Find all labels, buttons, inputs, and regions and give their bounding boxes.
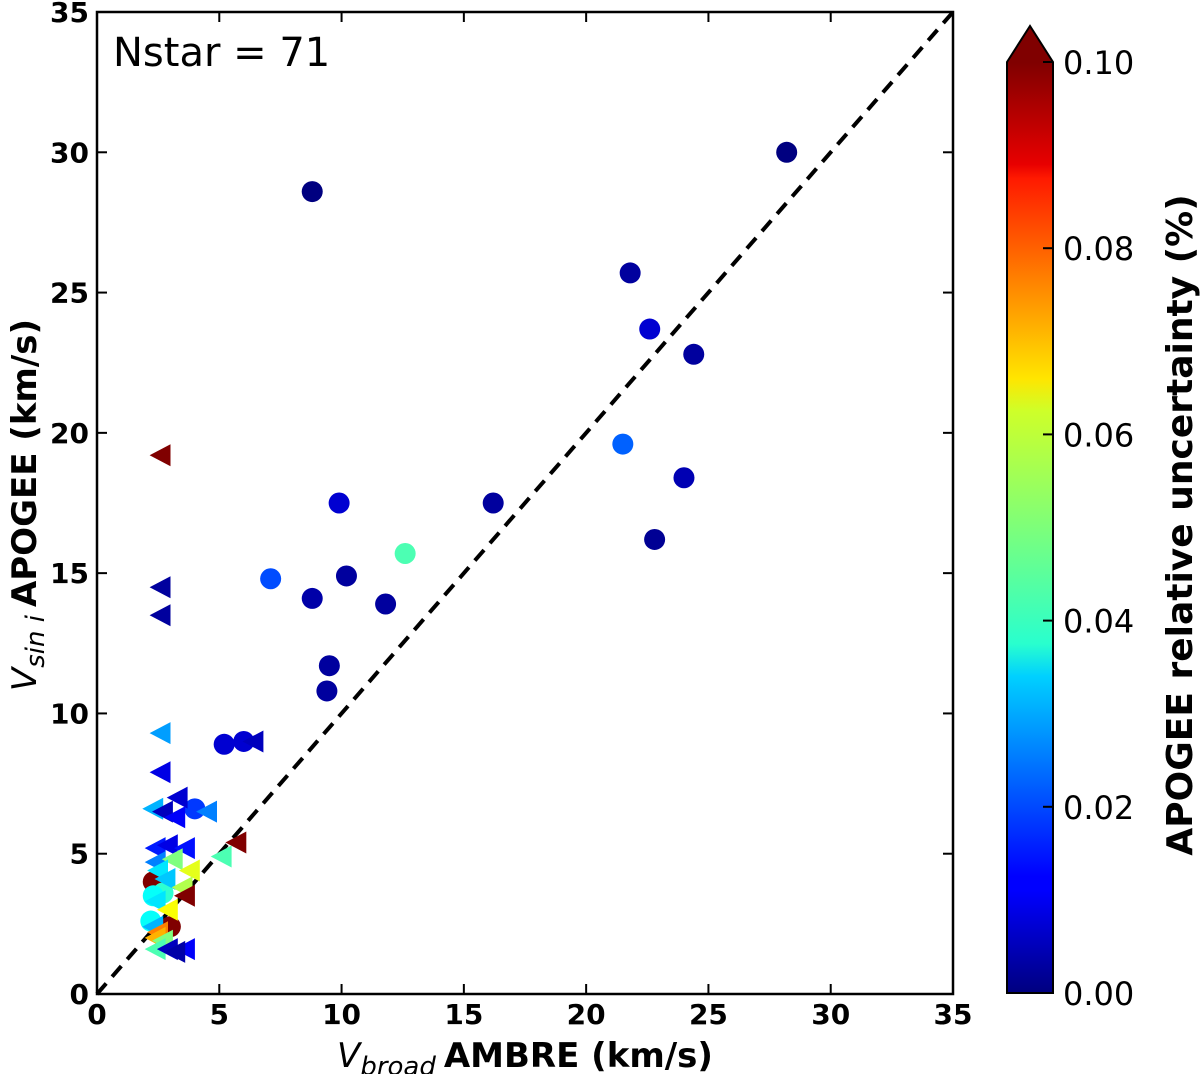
colorbar: 0.00 0.02 0.04 0.06 0.08 0.10 APOGEE relative… bbox=[1006, 24, 1200, 1013]
data-point-circle bbox=[673, 467, 695, 489]
data-points bbox=[140, 141, 798, 963]
x-axis-subscript: broad bbox=[360, 1052, 436, 1074]
x-axis-symbol: V bbox=[337, 1036, 363, 1074]
y-tick-label: 0 bbox=[70, 978, 89, 1011]
data-point-circle bbox=[683, 343, 705, 365]
data-point-circle bbox=[260, 568, 282, 590]
colorbar-gradient bbox=[1007, 62, 1053, 993]
colorbar-tick-label: 0.04 bbox=[1063, 603, 1134, 641]
data-point-circle bbox=[184, 798, 206, 820]
data-point-triangle bbox=[210, 845, 232, 868]
data-point-triangle bbox=[225, 831, 247, 854]
data-point-circle bbox=[639, 318, 661, 340]
x-tick-label: 15 bbox=[444, 998, 483, 1031]
data-point-triangle bbox=[156, 834, 178, 857]
axis-ticks: 0 5 10 15 20 25 30 35 0 5 10 15 20 25 30 35 bbox=[50, 0, 972, 1031]
data-point-circle bbox=[776, 141, 798, 163]
data-point-circle bbox=[612, 433, 634, 455]
data-point-circle bbox=[335, 565, 357, 587]
data-point-triangle bbox=[149, 761, 171, 784]
data-point-circle bbox=[644, 528, 666, 550]
data-point-circle bbox=[301, 587, 323, 609]
colorbar-label: APOGEE relative uncertainty (%) bbox=[1160, 194, 1200, 855]
colorbar-tick-label: 0.06 bbox=[1063, 416, 1134, 454]
x-axis-title: Vbroad AMBRE (km/s) bbox=[337, 1036, 713, 1074]
colorbar-tick-label: 0.10 bbox=[1063, 44, 1134, 82]
data-point-triangle bbox=[178, 859, 200, 882]
x-axis-label-text: AMBRE (km/s) bbox=[444, 1036, 713, 1074]
x-tick-label: 5 bbox=[210, 998, 229, 1031]
y-tick-label: 35 bbox=[50, 0, 89, 29]
data-point-triangle bbox=[242, 730, 264, 753]
data-point-triangle bbox=[149, 604, 171, 627]
colorbar-tick-label: 0.02 bbox=[1063, 789, 1134, 827]
nstar-annotation: Nstar = 71 bbox=[113, 30, 330, 76]
x-tick-label: 10 bbox=[322, 998, 361, 1031]
colorbar-tick-label: 0.00 bbox=[1063, 975, 1134, 1013]
data-point-circle bbox=[375, 593, 397, 615]
data-point-triangle bbox=[149, 722, 171, 745]
data-point-triangle bbox=[144, 890, 166, 913]
data-point-circle bbox=[328, 492, 350, 514]
data-point-triangle bbox=[156, 898, 178, 921]
data-point-circle bbox=[213, 733, 235, 755]
y-tick-label: 20 bbox=[50, 417, 89, 450]
y-tick-label: 15 bbox=[50, 557, 89, 590]
y-axis-label-text: APOGEE (km/s) bbox=[5, 319, 45, 607]
data-point-triangle bbox=[149, 444, 171, 467]
data-point-triangle bbox=[164, 806, 186, 829]
y-axis-subscript: sin i bbox=[21, 614, 51, 668]
data-point-triangle bbox=[144, 837, 166, 860]
data-point-triangle bbox=[164, 940, 186, 963]
y-tick-label: 5 bbox=[70, 838, 89, 871]
data-point-circle bbox=[619, 262, 641, 284]
data-point-circle bbox=[394, 543, 416, 565]
data-point-triangle bbox=[166, 786, 188, 809]
data-point-triangle bbox=[144, 938, 166, 961]
x-tick-label: 30 bbox=[811, 998, 850, 1031]
y-axis-symbol: V bbox=[5, 665, 45, 691]
y-tick-label: 25 bbox=[50, 277, 89, 310]
colorbar-extend-arrow bbox=[1007, 26, 1053, 62]
x-tick-label: 0 bbox=[87, 998, 106, 1031]
data-point-triangle bbox=[196, 800, 217, 823]
data-point-triangle bbox=[174, 837, 195, 860]
identity-reference-line bbox=[95, 10, 955, 996]
y-tick-label: 10 bbox=[50, 697, 89, 730]
data-point-triangle bbox=[154, 868, 176, 890]
data-point-circle bbox=[301, 181, 323, 203]
data-point-circle bbox=[482, 492, 504, 514]
data-point-circle bbox=[318, 655, 340, 677]
x-tick-label: 20 bbox=[567, 998, 606, 1031]
y-axis-title: Vsin i APOGEE (km/s) bbox=[5, 319, 51, 691]
x-tick-label: 35 bbox=[934, 998, 973, 1031]
data-point-triangle bbox=[174, 884, 195, 907]
x-tick-label: 25 bbox=[689, 998, 728, 1031]
data-point-circle bbox=[316, 680, 338, 702]
data-point-triangle bbox=[161, 848, 183, 871]
y-tick-label: 30 bbox=[50, 136, 89, 169]
colorbar-ticks: 0.00 0.02 0.04 0.06 0.08 0.10 bbox=[1043, 44, 1134, 1013]
colorbar-tick-label: 0.08 bbox=[1063, 230, 1134, 268]
data-point-triangle bbox=[149, 576, 171, 599]
